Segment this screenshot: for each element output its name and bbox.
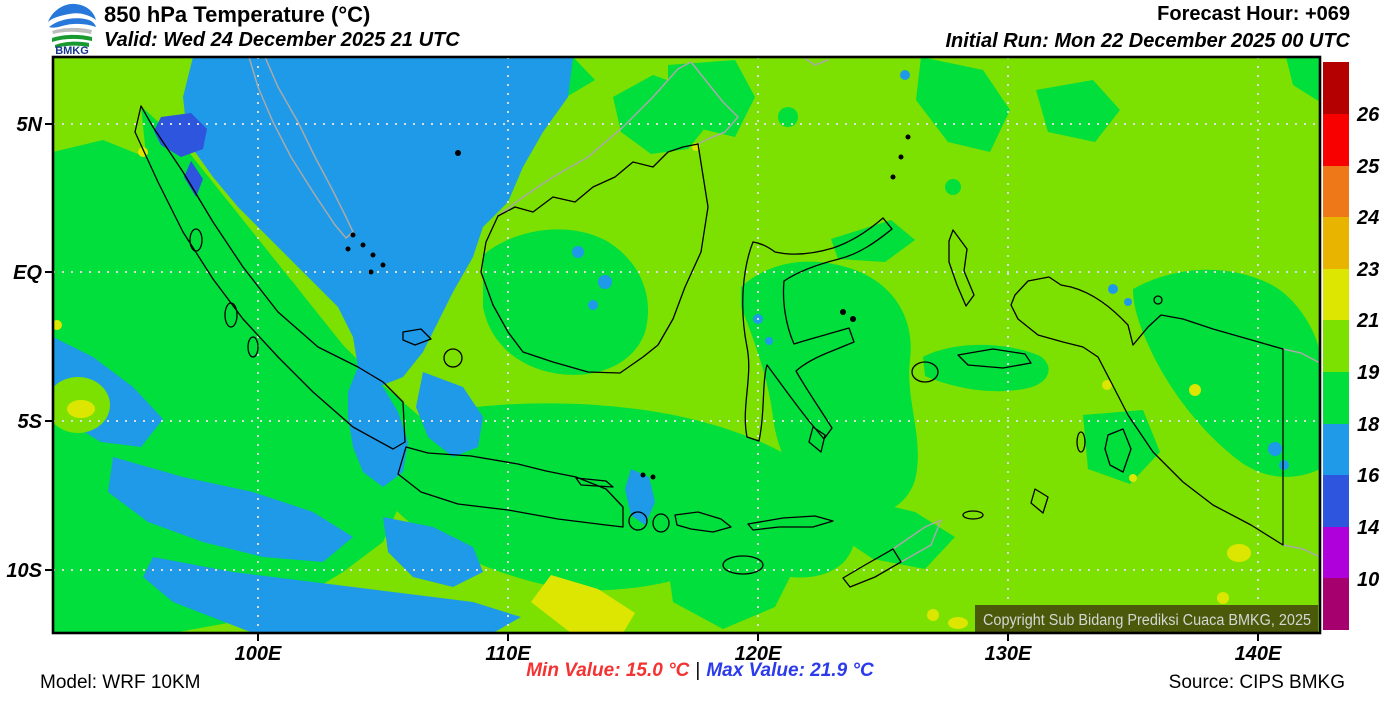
green-18-19c-regions <box>53 57 1320 633</box>
lon-label: 140E <box>1235 643 1282 660</box>
forecast-hour: Forecast Hour: +069 <box>1157 3 1350 25</box>
yellow-21-23c-regions <box>53 143 1251 633</box>
copyright-notice: Copyright Sub Bidang Prediksi Cuaca BMKG… <box>983 612 1311 629</box>
source-label: Source: CIPS BMKG <box>1168 672 1345 693</box>
colorbar-segment <box>1323 424 1349 475</box>
temperature-field-base <box>53 57 1320 633</box>
lon-label: 130E <box>985 643 1032 660</box>
colorbar-segment <box>1323 217 1349 269</box>
logo-text: BMKG <box>55 45 89 55</box>
axis-ticks <box>45 123 1259 641</box>
colorbar-tick: 24 <box>1356 207 1379 229</box>
colorbar-tick: 23 <box>1356 259 1379 281</box>
indonesia-coastlines <box>134 105 1284 588</box>
colorbar-segment <box>1323 578 1349 630</box>
lon-label: 120E <box>735 643 782 660</box>
foreign-coastlines <box>248 57 1320 563</box>
colorbar-tick: 16 <box>1357 465 1380 487</box>
max-value: Max Value: 21.9 °C <box>706 660 874 681</box>
lat-axis-labels: 5N EQ 5S 10S <box>6 114 42 582</box>
lat-label: EQ <box>13 262 42 284</box>
lat-label: 10S <box>6 560 42 582</box>
lon-label: 110E <box>485 643 531 660</box>
colorbar-segment <box>1323 475 1349 527</box>
colorbar-segment <box>1323 527 1349 578</box>
colorbar-segment <box>1323 269 1349 320</box>
colorbar-tick: 19 <box>1357 362 1380 384</box>
colorbar-segment <box>1323 62 1349 114</box>
lat-lon-gridlines <box>53 57 1320 633</box>
colorbar: 26 25 24 23 21 19 18 16 14 10 <box>1323 62 1380 630</box>
colorbar-tick: 18 <box>1357 414 1380 436</box>
map-frame <box>51 55 1322 635</box>
model-label: Model: WRF 10KM <box>40 672 201 693</box>
colorbar-tick: 21 <box>1356 310 1379 332</box>
colorbar-tick: 26 <box>1356 104 1380 126</box>
min-value: Min Value: 15.0 °C <box>526 660 690 681</box>
colorbar-tick: 10 <box>1357 569 1379 591</box>
copyright-box: Copyright Sub Bidang Prediksi Cuaca BMKG… <box>975 605 1318 633</box>
colorbar-segment <box>1323 320 1349 372</box>
lightblue-16-18c-regions <box>53 57 1289 633</box>
colorbar-tick: 14 <box>1357 517 1379 539</box>
initial-run: Initial Run: Mon 22 December 2025 00 UTC <box>945 30 1350 52</box>
colorbar-segment <box>1323 372 1349 424</box>
valid-time: Valid: Wed 24 December 2025 21 UTC <box>104 29 460 51</box>
minmax-separator: | <box>695 660 701 681</box>
lat-label: 5N <box>16 114 42 136</box>
colorbar-segment <box>1323 114 1349 166</box>
minmax-values: Min Value: 15.0 °C | Max Value: 21.9 °C <box>0 660 1400 682</box>
colorbar-tick: 25 <box>1356 156 1380 178</box>
lon-label: 100E <box>235 643 282 660</box>
bmkg-logo: BMKG <box>48 3 96 55</box>
logo-cloud-blue <box>48 3 96 22</box>
colorbar-segment <box>1323 166 1349 217</box>
temperature-map: Copyright Sub Bidang Prediksi Cuaca BMKG… <box>6 55 1380 660</box>
lon-axis-labels: 100E 110E 120E 130E 140E <box>235 643 1282 660</box>
lat-label: 5S <box>18 411 43 433</box>
page-title: 850 hPa Temperature (°C) <box>104 2 371 27</box>
blue-14-16c-regions <box>154 113 207 197</box>
